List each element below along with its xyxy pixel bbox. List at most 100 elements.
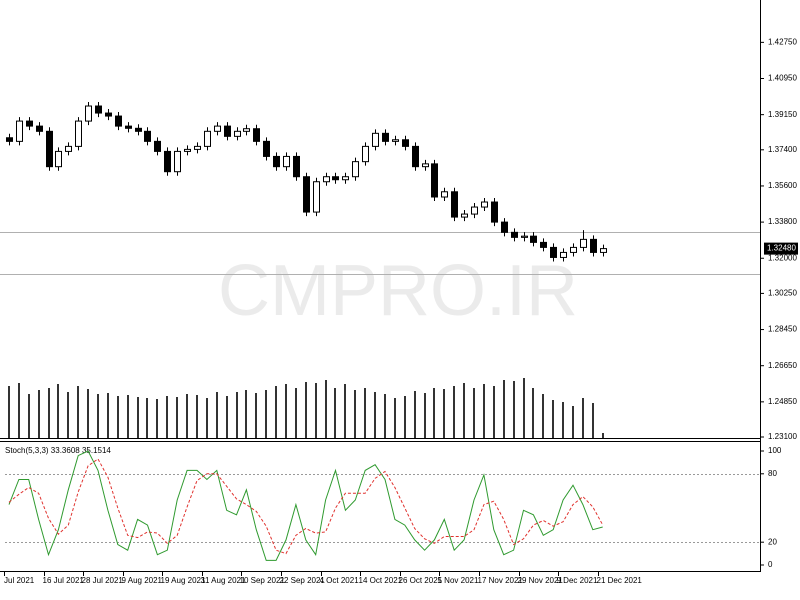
- volume-bar: [8, 386, 10, 438]
- volume-bar: [374, 392, 376, 438]
- x-tick-label: 10 Sep 2021: [240, 576, 286, 585]
- volume-bar: [255, 393, 257, 438]
- candle-body: [451, 191, 458, 218]
- candle-body: [501, 221, 508, 233]
- candle-body: [362, 145, 369, 163]
- y-tick-label: 1.42750: [768, 37, 797, 46]
- candle-body: [481, 201, 488, 208]
- last-price-tag: [764, 242, 798, 255]
- candle-body: [303, 176, 310, 213]
- candle-body: [402, 139, 409, 147]
- stoch-line: [8, 450, 603, 561]
- candle-body: [243, 128, 250, 132]
- x-tick-label: 9 Aug 2021: [122, 576, 163, 585]
- indicator-label: Stoch(5,3,3) 33.3608 35.1514: [5, 446, 111, 455]
- x-tick-label: 17 Nov 2021: [478, 576, 524, 585]
- x-tick-label: 21 Dec 2021: [597, 576, 643, 585]
- volume-bar: [414, 391, 416, 438]
- candle-body: [372, 132, 379, 147]
- candle-body: [471, 206, 478, 215]
- y-tick-label: 80: [768, 469, 777, 478]
- candle-body: [144, 130, 151, 142]
- candle-body: [560, 251, 567, 258]
- volume-bar: [443, 389, 445, 438]
- volume-bar: [87, 389, 89, 438]
- candle-body: [590, 238, 597, 253]
- volume-bar: [305, 382, 307, 438]
- volume-bar: [542, 394, 544, 438]
- volume-bar: [562, 402, 564, 438]
- candle-body: [332, 176, 339, 181]
- candle-body: [85, 105, 92, 122]
- x-tick-label: 9 Dec 2021: [557, 576, 598, 585]
- volume-bar: [572, 406, 574, 438]
- candle-body: [36, 125, 43, 132]
- candle-body: [204, 130, 211, 147]
- volume-bar: [552, 400, 554, 438]
- volume-bar: [285, 384, 287, 438]
- volume-bar: [117, 396, 119, 438]
- candle-body: [214, 125, 221, 132]
- y-tick-label: 1.35600: [768, 181, 797, 190]
- volume-bar: [28, 394, 30, 438]
- candle-body: [600, 248, 607, 253]
- volume-bar: [67, 392, 69, 438]
- candle-body: [491, 201, 498, 223]
- candle-body: [530, 235, 537, 243]
- volume-bar: [592, 403, 594, 438]
- volume-bar: [57, 384, 59, 438]
- candle-body: [135, 127, 142, 132]
- candle-body: [570, 246, 577, 253]
- last-price-label: 1.32480: [767, 244, 796, 253]
- candle-body: [461, 213, 468, 218]
- volume-bar: [265, 390, 267, 438]
- volume-bar: [18, 383, 20, 438]
- candle-body: [6, 137, 13, 142]
- x-tick-label: 28 Jul 2021: [82, 576, 124, 585]
- candle-body: [550, 246, 557, 258]
- volume-bar: [146, 398, 148, 438]
- volume-bar: [513, 381, 515, 438]
- volume-bar: [77, 386, 79, 438]
- candle-body: [382, 132, 389, 142]
- volume-bar: [394, 398, 396, 438]
- volume-bar: [453, 386, 455, 438]
- x-tick-label: 14 Oct 2021: [359, 576, 403, 585]
- volume-bar: [137, 397, 139, 438]
- volume-bar: [196, 395, 198, 438]
- volume-bar: [433, 388, 435, 438]
- volume-bar: [344, 384, 346, 438]
- x-tick-label: 22 Sep 2021: [280, 576, 326, 585]
- volume-bar: [404, 396, 406, 438]
- volume-bar: [364, 388, 366, 438]
- candle-body: [115, 115, 122, 127]
- candle-body: [46, 130, 53, 168]
- volume-bar: [48, 388, 50, 438]
- candle-body: [174, 150, 181, 173]
- volume-bar: [532, 388, 534, 438]
- volume-bar: [236, 392, 238, 438]
- candle-body: [125, 125, 132, 129]
- volume-bar: [503, 380, 505, 438]
- y-tick-label: 1.24850: [768, 397, 797, 406]
- volume-bar: [166, 396, 168, 438]
- y-tick-label: 1.39150: [768, 110, 797, 119]
- candle-body: [65, 145, 72, 152]
- volume-bar: [226, 396, 228, 438]
- volume-bar: [107, 393, 109, 438]
- y-tick-label: 1.26650: [768, 361, 797, 370]
- candle-body: [422, 163, 429, 168]
- x-tick-label: 4 Oct 2021: [320, 576, 360, 585]
- x-tick-label: 19 Aug 2021: [161, 576, 206, 585]
- candle-body: [154, 140, 161, 152]
- candle-body: [105, 112, 112, 117]
- volume-bar: [354, 390, 356, 438]
- y-tick-label: 0: [768, 560, 773, 569]
- y-tick-label: 1.30250: [768, 289, 797, 298]
- volume-bar: [424, 393, 426, 438]
- volume-bar: [315, 383, 317, 438]
- candle-body: [75, 120, 82, 147]
- x-tick-label: 5 Nov 2021: [438, 576, 479, 585]
